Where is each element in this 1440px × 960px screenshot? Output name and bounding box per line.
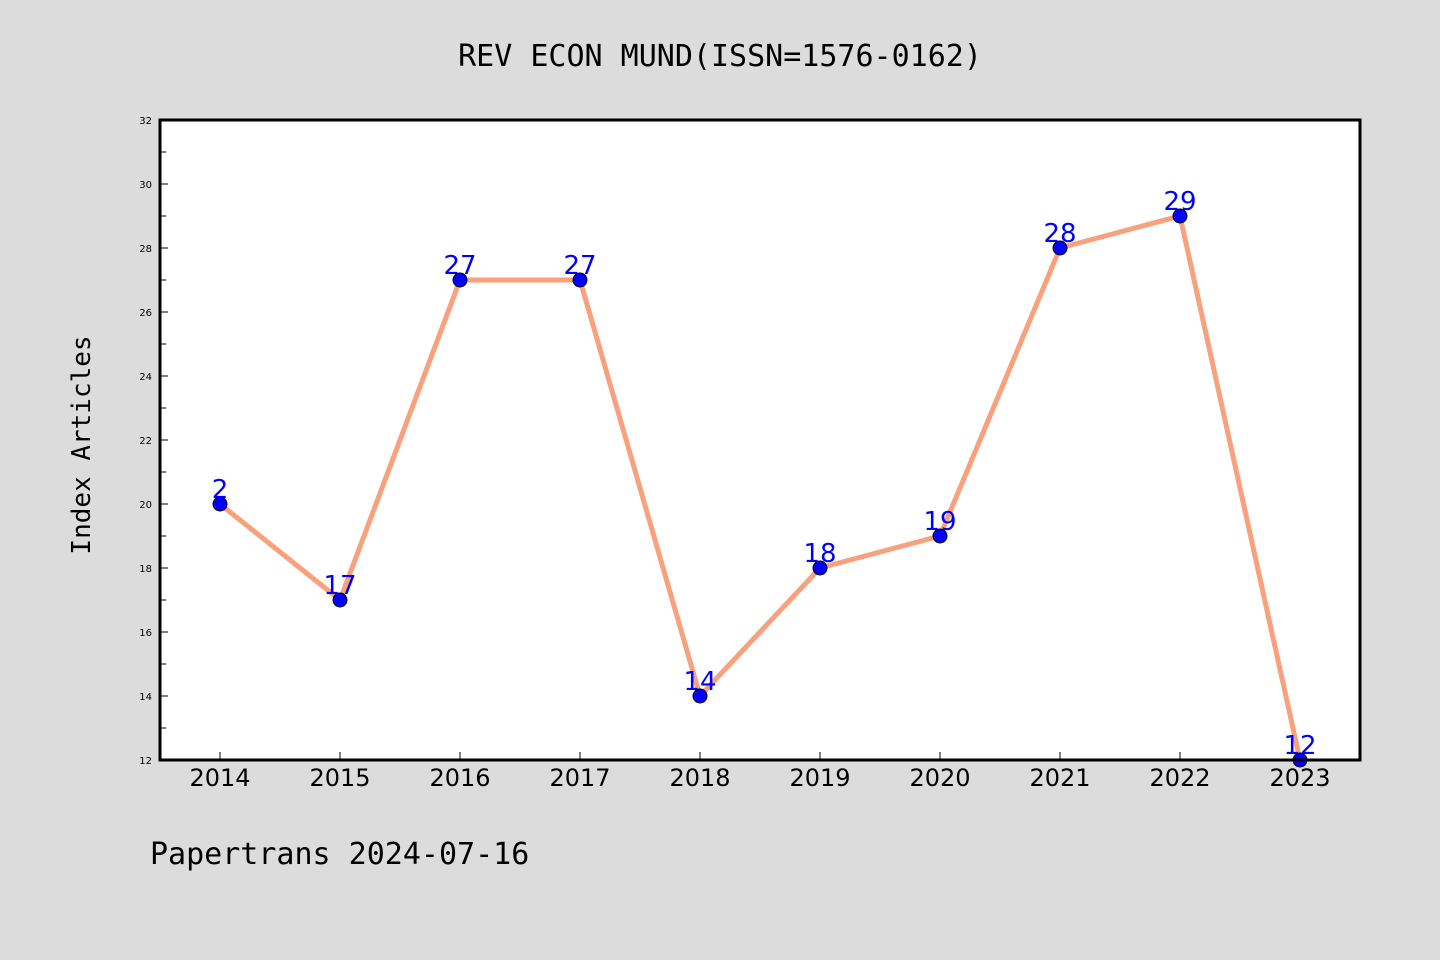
- data-point: [1172, 208, 1188, 224]
- x-tick-label: 2018: [669, 764, 730, 792]
- data-label: 27: [563, 251, 596, 281]
- y-tick-label: 28: [139, 244, 152, 255]
- y-tick-label: 20: [139, 500, 152, 511]
- y-tick-label: 30: [139, 180, 152, 191]
- data-label: 19: [923, 507, 956, 537]
- data-label: 18: [803, 539, 836, 569]
- data-label: 27: [443, 251, 476, 281]
- plot-area: [160, 120, 1360, 760]
- data-label: 2: [212, 475, 229, 505]
- x-axis-ticks: 2014 2015 2016 2017 2018 2019 2020 2021 2022 2023: [189, 752, 1331, 792]
- series-layer: 2 17 27 27 14 18 19 28 29 12: [212, 187, 1317, 768]
- x-tick-label: 2020: [909, 764, 970, 792]
- footer-credit: Papertrans 2024-07-16: [150, 837, 529, 872]
- x-tick-label: 2017: [549, 764, 610, 792]
- data-point: [812, 560, 828, 576]
- data-point: [1052, 240, 1068, 256]
- data-point: [932, 528, 948, 544]
- x-tick-label: 2023: [1269, 764, 1330, 792]
- data-point: [212, 496, 228, 512]
- x-tick-label: 2016: [429, 764, 490, 792]
- data-point: [332, 592, 348, 608]
- x-tick-label: 2014: [189, 764, 250, 792]
- data-label: 14: [683, 667, 716, 697]
- y-tick-label: 32: [139, 116, 152, 127]
- data-label: 28: [1043, 219, 1076, 249]
- x-tick-label: 2021: [1029, 764, 1090, 792]
- y-tick-label: 16: [139, 628, 152, 639]
- series-line: [217, 213, 1303, 763]
- y-tick-label: 18: [139, 564, 152, 575]
- x-tick-label: 2019: [789, 764, 850, 792]
- chart-title: REV ECON MUND(ISSN=1576-0162): [458, 39, 982, 74]
- data-point: [572, 272, 588, 288]
- data-label: 17: [323, 571, 356, 601]
- data-point: [692, 688, 708, 704]
- y-tick-label: 14: [139, 692, 152, 703]
- x-tick-label: 2022: [1149, 764, 1210, 792]
- y-tick-label: 12: [139, 756, 152, 767]
- y-tick-label: 26: [139, 308, 152, 319]
- y-tick-label: 24: [139, 372, 152, 383]
- y-axis-label: Index Articles: [67, 335, 97, 554]
- data-label: 12: [1283, 731, 1316, 761]
- data-label: 29: [1163, 187, 1196, 217]
- x-tick-label: 2015: [309, 764, 370, 792]
- y-tick-label: 22: [139, 436, 152, 447]
- plot-frame: [158, 118, 1362, 762]
- data-point: [452, 272, 468, 288]
